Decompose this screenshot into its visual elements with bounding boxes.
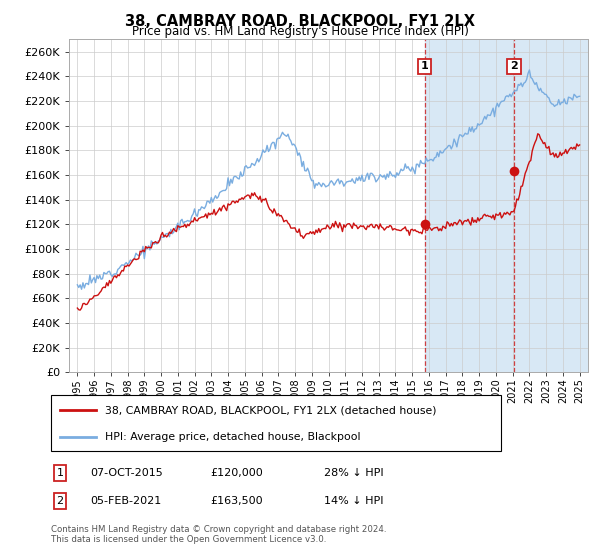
Text: 38, CAMBRAY ROAD, BLACKPOOL, FY1 2LX (detached house): 38, CAMBRAY ROAD, BLACKPOOL, FY1 2LX (de… [105, 405, 437, 416]
Text: Contains HM Land Registry data © Crown copyright and database right 2024.
This d: Contains HM Land Registry data © Crown c… [51, 525, 386, 544]
Text: 05-FEB-2021: 05-FEB-2021 [90, 496, 161, 506]
Text: 2: 2 [510, 62, 518, 71]
Text: 28% ↓ HPI: 28% ↓ HPI [324, 468, 383, 478]
Text: 1: 1 [421, 62, 428, 71]
Text: 2: 2 [56, 496, 64, 506]
Text: £163,500: £163,500 [210, 496, 263, 506]
Text: 1: 1 [56, 468, 64, 478]
Text: 07-OCT-2015: 07-OCT-2015 [90, 468, 163, 478]
Text: £120,000: £120,000 [210, 468, 263, 478]
Text: HPI: Average price, detached house, Blackpool: HPI: Average price, detached house, Blac… [105, 432, 361, 442]
Bar [425, 39, 514, 372]
FancyBboxPatch shape [51, 395, 501, 451]
Text: 14% ↓ HPI: 14% ↓ HPI [324, 496, 383, 506]
Text: Price paid vs. HM Land Registry's House Price Index (HPI): Price paid vs. HM Land Registry's House … [131, 25, 469, 38]
Text: 38, CAMBRAY ROAD, BLACKPOOL, FY1 2LX: 38, CAMBRAY ROAD, BLACKPOOL, FY1 2LX [125, 14, 475, 29]
Bar [514, 39, 588, 372]
